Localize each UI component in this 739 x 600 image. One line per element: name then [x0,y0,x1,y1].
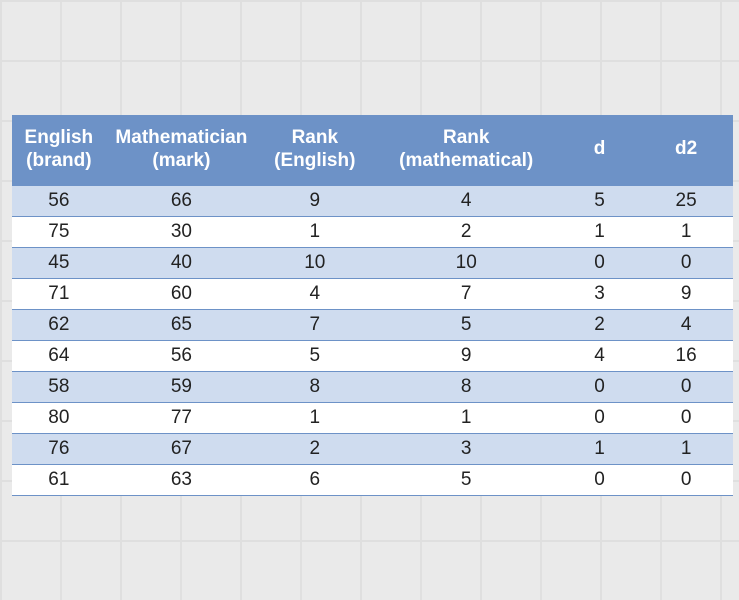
table-cell: 5 [257,340,372,371]
table-cell: 4 [372,185,559,216]
col-header-sub: (mark) [152,150,210,171]
table-cell: 4 [639,309,733,340]
table-cell: 75 [12,216,106,247]
table-cell: 25 [639,185,733,216]
table-cell: 63 [106,464,257,495]
table-cell: 40 [106,247,257,278]
col-header-text: Rank [292,127,338,148]
table-cell: 30 [106,216,257,247]
table-cell: 8 [257,371,372,402]
table-cell: 2 [560,309,639,340]
table-row: 80771100 [12,402,733,433]
table-cell: 62 [12,309,106,340]
table-row: 75301211 [12,216,733,247]
col-header-rank-math: Rank (mathematical) [372,115,559,185]
col-header-text: Mathematician [115,127,247,148]
col-header-d: d [560,115,639,185]
table-cell: 5 [372,464,559,495]
table-cell: 1 [560,216,639,247]
table-cell: 7 [372,278,559,309]
table-cell: 0 [639,402,733,433]
col-header-text: d2 [675,138,697,159]
col-header-sub: (brand) [26,150,91,171]
col-header-text: d [594,138,606,159]
table-cell: 0 [639,464,733,495]
col-header-d2: d2 [639,115,733,185]
table-row: 61636500 [12,464,733,495]
table-row: 62657524 [12,309,733,340]
col-header-text: English [25,127,94,148]
table-cell: 9 [639,278,733,309]
table-cell: 3 [372,433,559,464]
table-cell: 0 [639,371,733,402]
table-cell: 4 [560,340,639,371]
table-cell: 1 [639,216,733,247]
table-cell: 67 [106,433,257,464]
table-cell: 58 [12,371,106,402]
col-header-rank-english: Rank (English) [257,115,372,185]
table-cell: 1 [639,433,733,464]
table-cell: 59 [106,371,257,402]
table-row: 566694525 [12,185,733,216]
table-body: 5666945257530121145401010007160473962657… [12,185,733,495]
table-cell: 16 [639,340,733,371]
table-header-row: English (brand) Mathematician (mark) Ran… [12,115,733,185]
table-cell: 61 [12,464,106,495]
table-cell: 60 [106,278,257,309]
table-cell: 0 [639,247,733,278]
table-cell: 5 [372,309,559,340]
rank-table-container: English (brand) Mathematician (mark) Ran… [12,115,733,496]
table-cell: 71 [12,278,106,309]
table-cell: 2 [372,216,559,247]
table-cell: 7 [257,309,372,340]
table-cell: 10 [257,247,372,278]
col-header-math: Mathematician (mark) [106,115,257,185]
col-header-sub: (mathematical) [399,150,533,171]
rank-correlation-table: English (brand) Mathematician (mark) Ran… [12,115,733,496]
table-cell: 0 [560,247,639,278]
table-cell: 65 [106,309,257,340]
table-row: 71604739 [12,278,733,309]
table-cell: 56 [12,185,106,216]
table-cell: 45 [12,247,106,278]
table-cell: 2 [257,433,372,464]
table-cell: 1 [560,433,639,464]
table-cell: 6 [257,464,372,495]
table-cell: 4 [257,278,372,309]
table-cell: 66 [106,185,257,216]
table-cell: 0 [560,371,639,402]
table-cell: 10 [372,247,559,278]
table-cell: 8 [372,371,559,402]
table-cell: 5 [560,185,639,216]
table-row: 4540101000 [12,247,733,278]
col-header-sub: (English) [274,150,355,171]
table-row: 58598800 [12,371,733,402]
col-header-text: Rank [443,127,489,148]
table-cell: 56 [106,340,257,371]
table-cell: 3 [560,278,639,309]
table-row: 76672311 [12,433,733,464]
col-header-english: English (brand) [12,115,106,185]
table-cell: 76 [12,433,106,464]
table-cell: 1 [257,402,372,433]
table-cell: 9 [372,340,559,371]
table-cell: 9 [257,185,372,216]
table-cell: 0 [560,402,639,433]
table-cell: 64 [12,340,106,371]
table-row: 645659416 [12,340,733,371]
table-cell: 1 [257,216,372,247]
table-cell: 1 [372,402,559,433]
table-cell: 80 [12,402,106,433]
table-cell: 77 [106,402,257,433]
table-cell: 0 [560,464,639,495]
